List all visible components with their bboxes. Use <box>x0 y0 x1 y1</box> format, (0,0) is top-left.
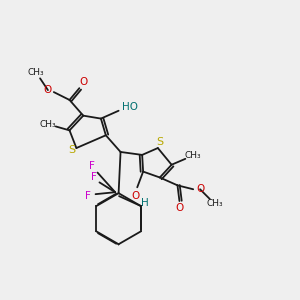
Text: O: O <box>79 77 87 87</box>
Text: O: O <box>44 85 52 95</box>
Text: CH₃: CH₃ <box>206 200 223 208</box>
Text: H: H <box>141 198 149 208</box>
Text: O: O <box>175 203 184 213</box>
Text: CH₃: CH₃ <box>28 68 44 77</box>
Text: CH₃: CH₃ <box>185 152 202 160</box>
Text: O: O <box>131 191 140 201</box>
Text: F: F <box>91 172 97 182</box>
Text: F: F <box>85 191 91 201</box>
Text: S: S <box>68 145 75 155</box>
Text: O: O <box>196 184 204 194</box>
Text: HO: HO <box>122 102 138 112</box>
Text: CH₃: CH₃ <box>40 120 56 129</box>
Text: F: F <box>89 161 94 171</box>
Text: S: S <box>156 137 164 147</box>
